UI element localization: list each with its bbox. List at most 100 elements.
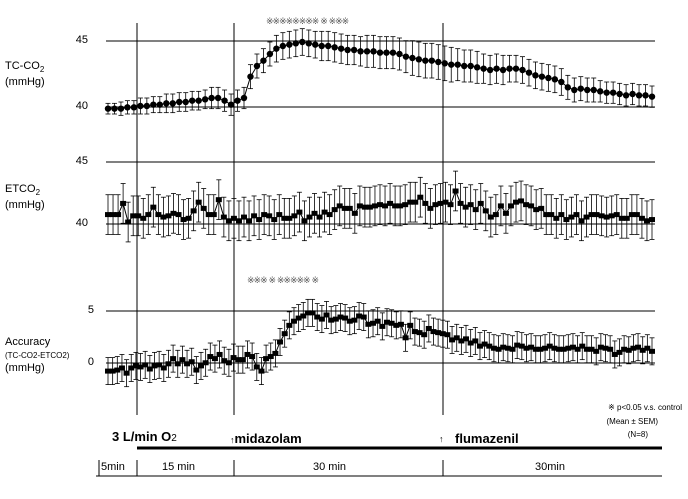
tc-data-point xyxy=(493,65,500,72)
et-data-point xyxy=(447,202,454,208)
acc-data-point xyxy=(267,354,274,360)
timeline-label-30min-a: 30 min xyxy=(313,461,346,473)
et-data-point xyxy=(180,217,187,223)
et-data-point xyxy=(397,203,404,209)
acc-significance-text: ※※※ ※ ※※※※※ ※ xyxy=(247,276,319,286)
et-data-point xyxy=(628,212,635,218)
acc-data-point xyxy=(328,317,335,323)
tc-data-point xyxy=(415,56,423,63)
et-data-point xyxy=(583,214,590,220)
tc-data-point xyxy=(344,46,351,54)
acc-data-point xyxy=(114,367,121,373)
tc-data-point xyxy=(525,69,533,76)
tc-data-point xyxy=(648,93,656,100)
et-data-point xyxy=(246,218,253,224)
et-data-point xyxy=(528,203,535,209)
tc-data-point xyxy=(584,86,591,94)
tc-data-point xyxy=(143,102,151,110)
tc-data-point xyxy=(350,46,358,54)
tc-data-point xyxy=(499,66,507,74)
accuracy-axis-label: Accuracy (TC-CO2-ETCO2) (mmHg) xyxy=(5,336,69,375)
et-data-point xyxy=(638,215,645,221)
tc-data-point xyxy=(195,97,202,104)
et-data-point xyxy=(346,205,353,211)
et-data-point xyxy=(543,212,550,218)
acc-data-point xyxy=(504,345,511,351)
tc-data-point xyxy=(396,50,403,58)
et-data-point xyxy=(261,212,268,218)
tc-data-point xyxy=(357,48,364,55)
et-data-point xyxy=(301,218,308,224)
p-value-note: ※ p<0.05 v.s. control xyxy=(608,403,682,412)
acc-data-point xyxy=(290,318,297,324)
et-data-point xyxy=(402,202,409,208)
et-data-point xyxy=(487,214,494,220)
et-data-point xyxy=(341,205,348,211)
etco2-label-unit: (mmHg) xyxy=(5,199,45,212)
tc-data-point xyxy=(324,42,332,50)
et-data-point xyxy=(457,200,464,206)
acc-data-point xyxy=(244,351,251,357)
et-data-point xyxy=(371,203,378,209)
tc-data-point xyxy=(137,102,144,110)
accuracy-label-unit: (mmHg) xyxy=(5,362,45,374)
et-data-point xyxy=(326,212,333,218)
acc-data-point xyxy=(179,357,186,363)
et-data-point xyxy=(523,202,530,208)
accuracy-series xyxy=(105,298,655,388)
tc-tick-45-text: 45 xyxy=(75,34,88,46)
tc-data-point xyxy=(467,62,474,70)
et-tick-45-text: 45 xyxy=(75,155,88,167)
acc-data-point xyxy=(346,318,353,324)
acc-data-point xyxy=(453,335,460,341)
acc-tick-5-text: 5 xyxy=(87,304,94,316)
acc-data-point xyxy=(495,346,502,352)
acc-data-point xyxy=(225,360,232,366)
tc-data-point xyxy=(221,97,228,104)
et-data-point xyxy=(351,210,358,216)
et-data-point xyxy=(482,208,489,214)
et-data-point xyxy=(462,204,469,210)
tc-data-point xyxy=(622,92,630,99)
tc-data-point xyxy=(266,50,274,58)
et-data-point xyxy=(427,205,434,211)
acc-tick-0: 0 xyxy=(80,356,94,368)
acc-data-point xyxy=(304,310,311,316)
et-data-point xyxy=(412,199,419,205)
tc-data-point xyxy=(571,86,578,94)
acc-data-point xyxy=(342,315,349,321)
acc-data-point xyxy=(132,363,139,369)
tc-data-point xyxy=(519,66,526,74)
acc-data-point xyxy=(193,367,200,373)
et-data-point xyxy=(437,200,444,206)
tc-data-point xyxy=(253,62,261,70)
acc-data-point xyxy=(490,345,497,351)
acc-data-point xyxy=(481,341,488,347)
tc-data-point xyxy=(460,62,468,70)
tc-data-point xyxy=(305,40,312,47)
acc-data-point xyxy=(500,344,507,350)
acc-data-point xyxy=(621,346,628,352)
tc-data-point xyxy=(130,104,138,111)
acc-data-point xyxy=(630,345,637,351)
acc-data-point xyxy=(360,314,367,320)
et-data-point xyxy=(502,210,509,216)
tc-data-point xyxy=(150,101,157,108)
acc-data-point xyxy=(458,338,465,344)
acc-data-point xyxy=(221,358,228,364)
et-tick-45: 45 xyxy=(64,155,88,167)
et-data-point xyxy=(110,212,117,218)
et-data-point xyxy=(185,215,192,221)
acc-data-point xyxy=(472,338,479,344)
timeline-text-1: 15 min xyxy=(162,461,196,473)
et-data-point xyxy=(472,207,479,213)
et-data-point xyxy=(518,198,525,204)
acc-data-point xyxy=(188,359,195,365)
tc-data-point xyxy=(208,94,215,102)
et-data-point xyxy=(603,214,610,220)
acc-data-point xyxy=(449,337,456,343)
n-note: (N=8) xyxy=(628,430,648,439)
tc-data-point xyxy=(596,88,604,95)
acc-data-point xyxy=(202,360,209,366)
acc-data-point xyxy=(639,347,646,353)
